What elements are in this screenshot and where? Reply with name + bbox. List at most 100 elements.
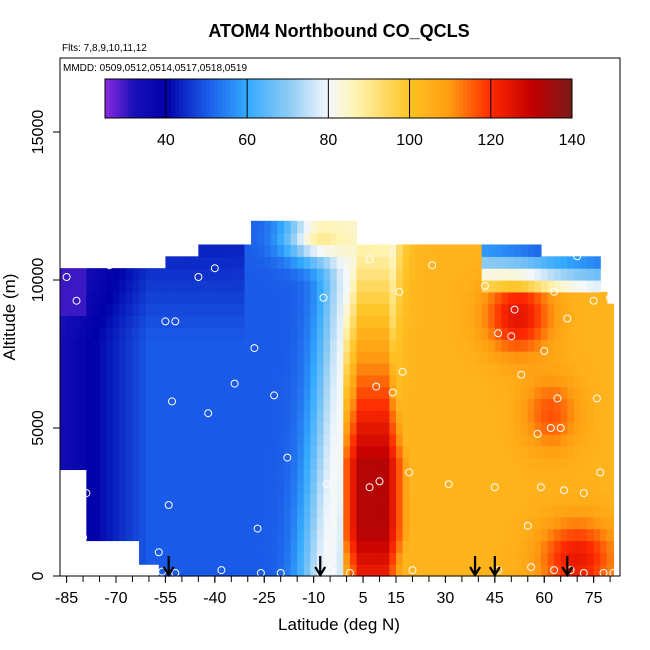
heatmap-cell bbox=[165, 457, 173, 471]
heatmap-cell bbox=[494, 457, 503, 471]
heatmap-cell bbox=[125, 481, 134, 494]
heatmap-cell bbox=[158, 540, 167, 553]
heatmap-cell bbox=[336, 232, 344, 246]
heatmap-cell bbox=[139, 422, 147, 435]
heatmap-cell bbox=[593, 540, 601, 553]
heatmap-cell bbox=[139, 374, 147, 388]
heatmap-cell bbox=[402, 457, 410, 471]
heatmap-cell bbox=[363, 362, 371, 376]
heatmap-cell bbox=[172, 457, 180, 471]
sample-point bbox=[230, 379, 239, 388]
heatmap-cell bbox=[540, 303, 549, 317]
heatmap-cell bbox=[428, 445, 437, 459]
heatmap-cell bbox=[231, 244, 239, 257]
heatmap-cell bbox=[593, 504, 601, 518]
sample-point bbox=[563, 314, 572, 323]
heatmap-cell bbox=[316, 291, 325, 305]
heatmap-cell bbox=[165, 469, 173, 482]
colorbar-segment bbox=[443, 79, 448, 118]
heatmap-cell bbox=[448, 504, 456, 518]
heatmap-cell bbox=[290, 552, 298, 565]
heatmap-cell bbox=[284, 280, 292, 293]
heatmap-cell bbox=[277, 268, 285, 281]
heatmap-cell bbox=[60, 445, 68, 459]
heatmap-cell bbox=[303, 386, 311, 399]
heatmap-cell bbox=[310, 386, 318, 399]
heatmap-cell bbox=[527, 244, 535, 257]
sample-point bbox=[154, 548, 163, 557]
heatmap-cell bbox=[396, 291, 404, 305]
heatmap-cell bbox=[224, 303, 232, 317]
heatmap-cell bbox=[218, 504, 226, 518]
heatmap-cell bbox=[231, 327, 239, 340]
heatmap-cell bbox=[330, 362, 338, 376]
heatmap-cell bbox=[132, 303, 140, 317]
heatmap-cell bbox=[396, 493, 404, 506]
heatmap-cell bbox=[336, 315, 344, 328]
heatmap-cell bbox=[422, 540, 430, 553]
heatmap-cell bbox=[218, 268, 226, 281]
heatmap-cell bbox=[198, 374, 206, 388]
heatmap-cell bbox=[573, 516, 582, 530]
colorbar-segment bbox=[334, 79, 339, 118]
heatmap-cell bbox=[178, 256, 186, 269]
heatmap-cell bbox=[554, 303, 562, 317]
colorbar-segment bbox=[120, 79, 125, 118]
heatmap-cell bbox=[422, 339, 430, 352]
heatmap-cell bbox=[580, 362, 588, 376]
heatmap-cell bbox=[606, 327, 615, 340]
heatmap-cell bbox=[481, 362, 489, 376]
heatmap-cell bbox=[158, 528, 167, 542]
heatmap-cell bbox=[86, 445, 94, 459]
heatmap-cell bbox=[139, 445, 147, 459]
heatmap-cell bbox=[224, 469, 232, 482]
heatmap-cell bbox=[204, 303, 213, 317]
heatmap-cell bbox=[527, 469, 535, 482]
heatmap-cell bbox=[73, 351, 81, 364]
heatmap-cell bbox=[224, 256, 232, 269]
heatmap-cell bbox=[185, 540, 193, 553]
heatmap-cell bbox=[251, 291, 259, 305]
heatmap-cell bbox=[488, 493, 496, 506]
heatmap-cell bbox=[231, 291, 239, 305]
heatmap-cell bbox=[540, 386, 549, 399]
heatmap-cell bbox=[382, 303, 391, 317]
colorbar-segment bbox=[505, 79, 511, 118]
heatmap-cell bbox=[488, 504, 496, 518]
heatmap-cell bbox=[132, 339, 140, 352]
heatmap-cell bbox=[547, 433, 555, 447]
heatmap-cell bbox=[99, 457, 107, 471]
heatmap-cell bbox=[442, 374, 450, 388]
heatmap-cell bbox=[277, 386, 285, 399]
heatmap-cell bbox=[567, 433, 575, 447]
heatmap-cell bbox=[547, 528, 555, 542]
heatmap-cell bbox=[73, 422, 81, 435]
heatmap-cell bbox=[165, 504, 173, 518]
heatmap-cell bbox=[60, 457, 68, 471]
heatmap-cell bbox=[606, 469, 615, 482]
heatmap-cell bbox=[514, 422, 522, 435]
heatmap-cell bbox=[402, 327, 410, 340]
heatmap-cell bbox=[600, 457, 608, 471]
heatmap-cell bbox=[600, 552, 608, 565]
heatmap-cell bbox=[178, 315, 186, 328]
heatmap-cell bbox=[349, 493, 358, 506]
heatmap-cell bbox=[106, 280, 114, 293]
heatmap-cell bbox=[363, 504, 371, 518]
heatmap-cell bbox=[369, 291, 377, 305]
heatmap-cell bbox=[330, 469, 338, 482]
heatmap-cell bbox=[224, 386, 232, 399]
heatmap-cell bbox=[303, 374, 311, 388]
heatmap-cell bbox=[336, 528, 344, 542]
heatmap-cell bbox=[86, 386, 94, 399]
heatmap-cell bbox=[600, 504, 608, 518]
heatmap-cell bbox=[475, 244, 483, 257]
heatmap-cell bbox=[343, 504, 351, 518]
heatmap-cell bbox=[303, 422, 311, 435]
heatmap-cell bbox=[593, 315, 601, 328]
heatmap-cell bbox=[369, 398, 377, 411]
heatmap-cell bbox=[191, 280, 199, 293]
heatmap-cell bbox=[567, 362, 575, 376]
heatmap-cell bbox=[481, 351, 489, 364]
